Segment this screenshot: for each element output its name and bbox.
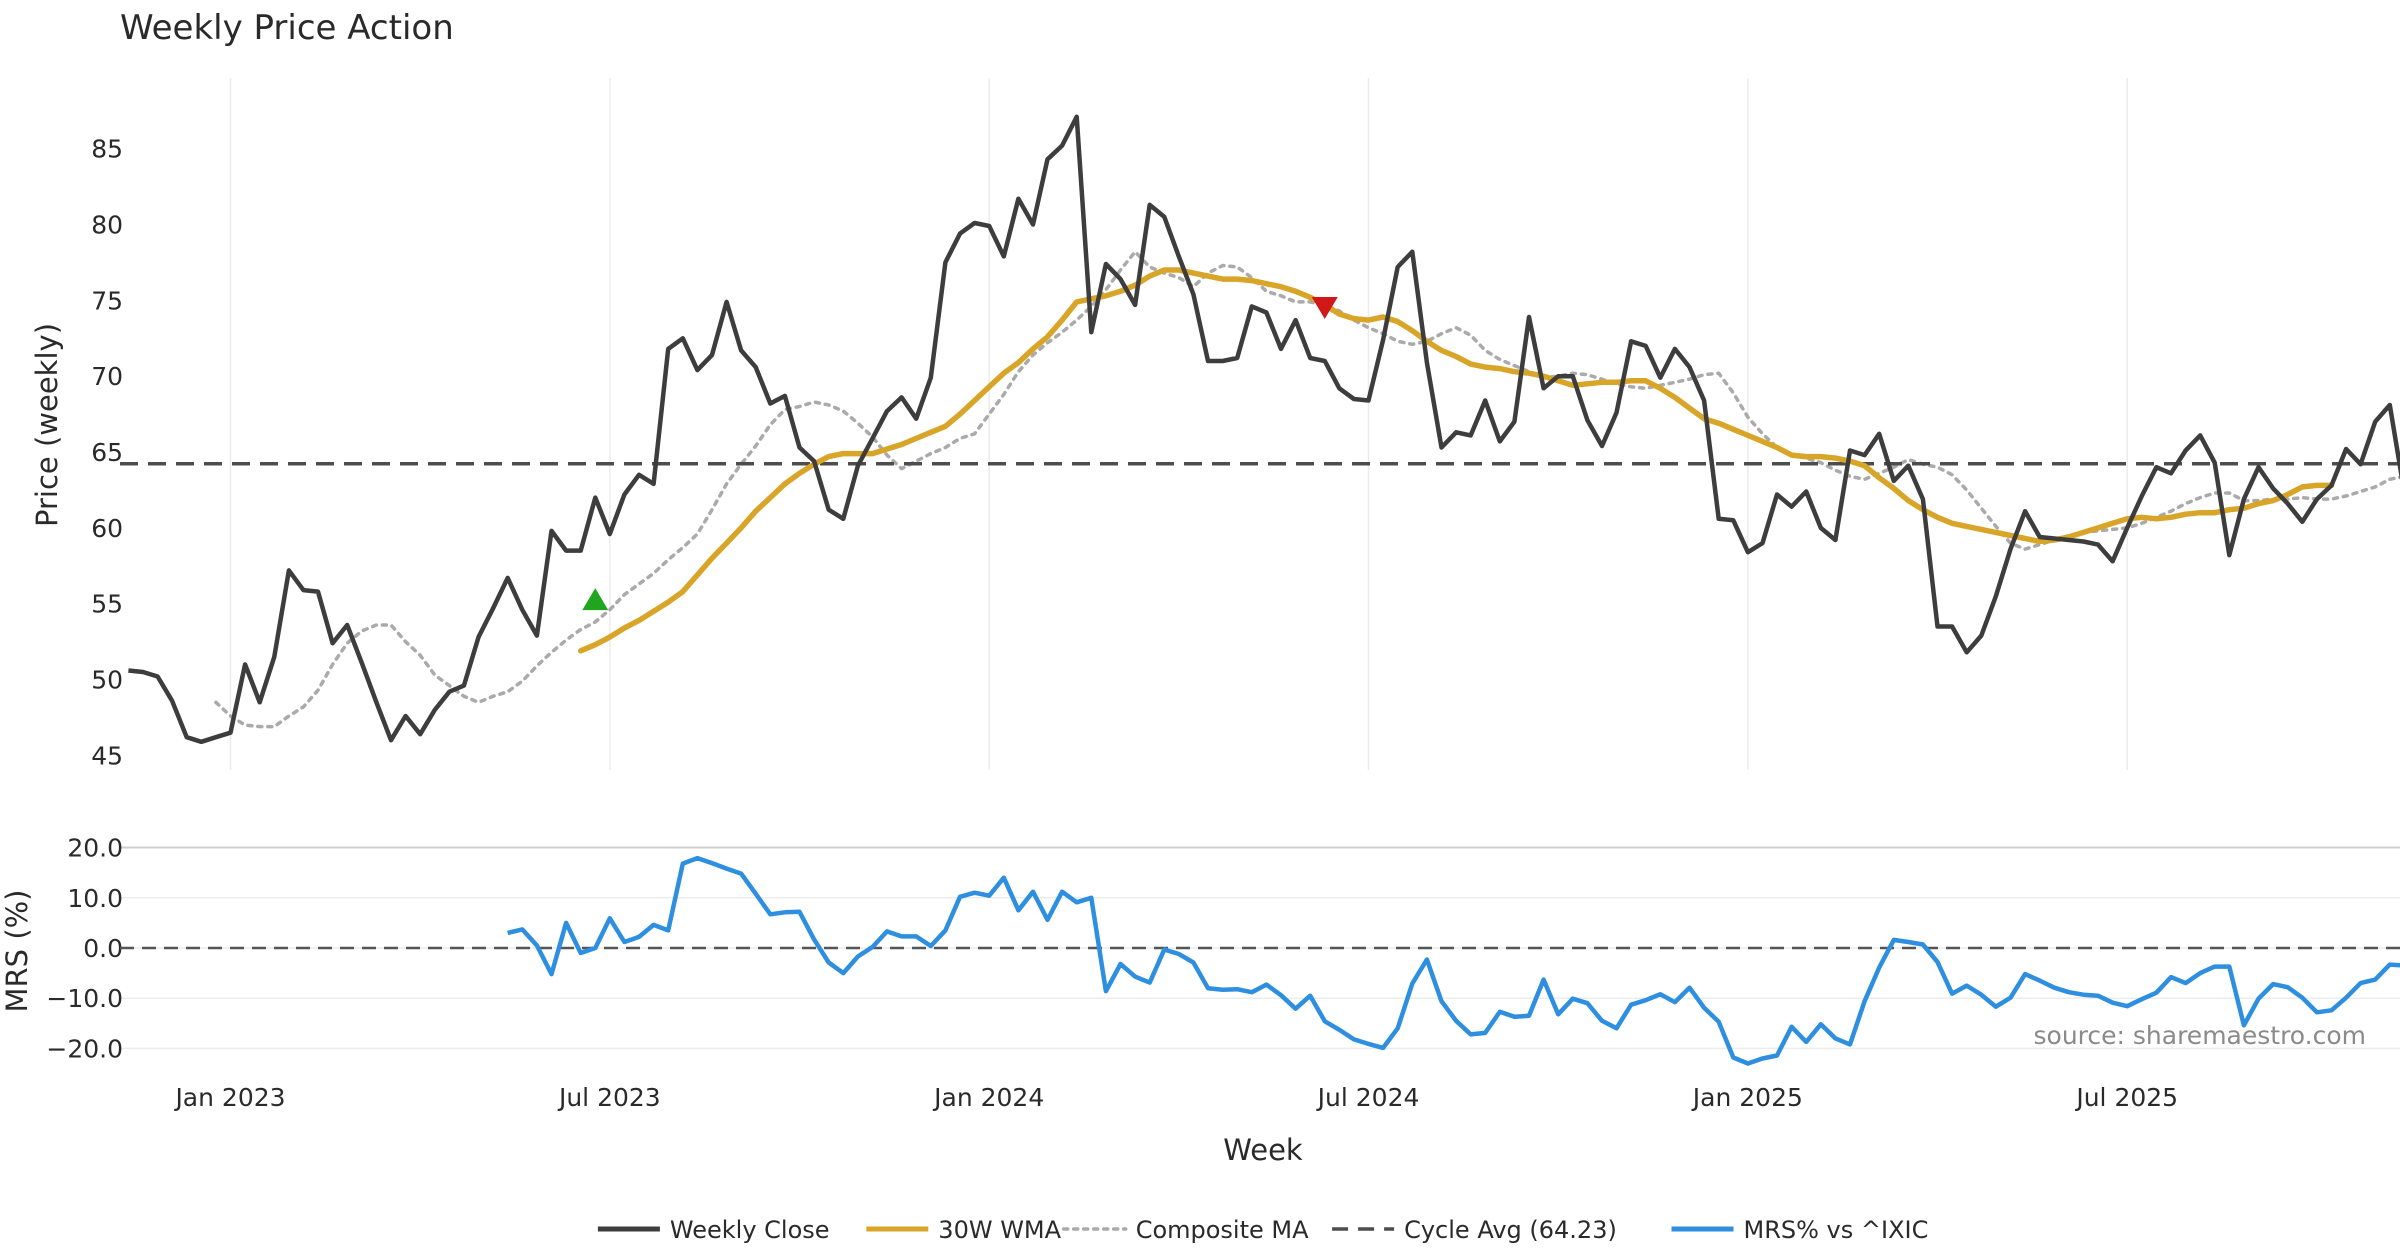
x-tick-label: Jan 2025 — [1691, 1083, 1803, 1112]
mrs-y-tick-label: −10.0 — [46, 984, 123, 1013]
price-y-tick-label: 65 — [91, 438, 123, 467]
price-y-axis: 45 50 55 60 65 70 75 80 85 — [91, 135, 123, 771]
mrs-y-tick-label: 10.0 — [67, 884, 123, 913]
x-tick-label: Jan 2023 — [173, 1083, 285, 1112]
legend-label: MRS% vs ^IXIC — [1744, 1216, 1929, 1244]
mrs-y-tick-label: 20.0 — [67, 834, 123, 863]
sell-signal-marker — [1311, 296, 1338, 319]
price-plot — [120, 114, 2400, 745]
legend-label: 30W WMA — [938, 1216, 1061, 1244]
legend-entry: MRS% vs ^IXIC — [1671, 1216, 1929, 1244]
source-note: source: sharemaestro.com — [2034, 1021, 2367, 1050]
mrs-line — [507, 855, 2400, 1066]
price-y-axis-title: Price (weekly) — [30, 323, 64, 527]
mrs-y-axis-title: MRS (%) — [0, 890, 34, 1013]
legend-entry: Cycle Avg (64.23) — [1332, 1216, 1617, 1244]
price-y-tick-label: 75 — [91, 286, 123, 315]
buy-signal-marker — [582, 588, 609, 611]
mrs-y-tick-label: −20.0 — [46, 1034, 123, 1063]
x-axis: Jan 2023 Jul 2023 Jan 2024 Jul 2024 Jan 2025… — [173, 1083, 2178, 1112]
legend-entry: Weekly Close — [597, 1216, 830, 1244]
legend-entry: 30W WMA — [866, 1216, 1062, 1244]
mrs-y-tick-label: 0.0 — [83, 934, 123, 963]
price-y-tick-label: 60 — [91, 514, 123, 543]
weekly-close-line — [128, 114, 2400, 745]
price-y-tick-label: 55 — [91, 590, 123, 619]
price-y-tick-label: 85 — [91, 135, 123, 164]
price-gridlines — [229, 78, 2128, 770]
chart-title: Weekly Price Action — [120, 8, 454, 48]
price-y-tick-label: 70 — [91, 362, 123, 391]
mrs-y-axis: 20.0 10.0 0.0 −10.0 −20.0 — [46, 834, 123, 1064]
price-y-tick-label: 45 — [91, 741, 123, 770]
x-tick-label: Jul 2025 — [2074, 1083, 2178, 1112]
composite-ma-line — [214, 250, 2400, 729]
x-tick-label: Jan 2024 — [932, 1083, 1044, 1112]
legend-entry: Composite MA — [1061, 1216, 1309, 1244]
legend-label: Cycle Avg (64.23) — [1404, 1216, 1617, 1244]
x-axis-title: Week — [1223, 1133, 1303, 1167]
mrs-plot — [120, 855, 2400, 1066]
price-y-tick-label: 50 — [91, 666, 123, 695]
legend: Weekly Close 30W WMA Composite MA Cycle Avg… — [597, 1216, 1929, 1244]
legend-label: Composite MA — [1136, 1216, 1309, 1244]
signal-markers — [582, 296, 1338, 611]
wma-30w-line — [577, 267, 2335, 654]
x-tick-label: Jul 2024 — [1316, 1083, 1420, 1112]
x-tick-label: Jul 2023 — [557, 1083, 661, 1112]
legend-label: Weekly Close — [670, 1216, 830, 1244]
price-y-tick-label: 80 — [91, 211, 123, 240]
